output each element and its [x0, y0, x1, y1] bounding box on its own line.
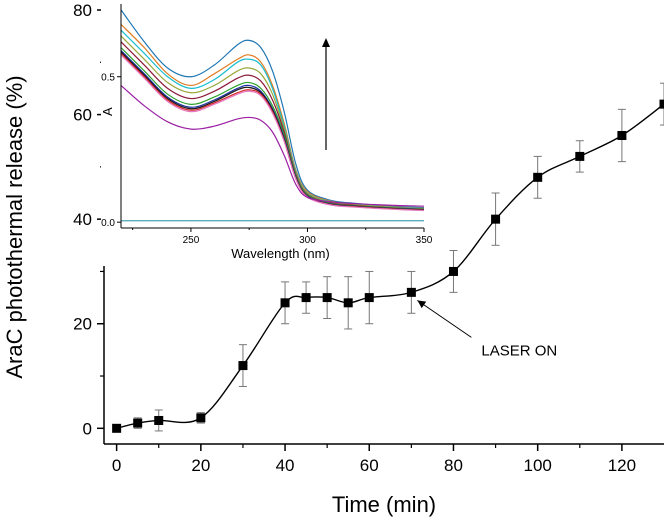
data-point	[133, 418, 143, 428]
annotation-arrow-head	[417, 300, 427, 309]
data-point	[196, 413, 206, 423]
data-point	[343, 298, 353, 308]
inset-y-axis-ticks: 0.0 0.5	[101, 73, 121, 229]
x-axis-title: Time (min)	[332, 492, 436, 517]
x-axis-ticks: 0 20 40 60 80 100 120	[112, 444, 636, 475]
x-tick-label: 80	[444, 456, 463, 475]
data-points	[112, 99, 664, 433]
inset-x-axis-title: Wavelength (nm)	[231, 246, 330, 261]
inset-x-tick-label: 250	[183, 235, 200, 246]
data-point	[575, 151, 585, 161]
inset-series-lines	[120, 9, 425, 222]
main-axes: 0 20 40 60 80 100 120 0 20 40 60 80	[73, 1, 664, 475]
data-point	[533, 172, 543, 182]
inset-background	[101, 2, 434, 266]
data-point	[659, 99, 664, 109]
inset-series-line	[120, 54, 425, 212]
data-point	[280, 298, 290, 308]
data-point	[617, 130, 627, 140]
inset-x-tick-label: 300	[299, 235, 316, 246]
data-point	[364, 293, 374, 303]
inset-spectra-chart: 250 300 350 0.0 0.5 Wavelength (nm) A	[100, 2, 434, 266]
annotation-label: LASER ON	[481, 342, 557, 359]
inset-series-line	[120, 85, 425, 207]
inset-x-axis-ticks: 250 300 350	[132, 228, 433, 246]
inset-y-axis-title: A	[100, 107, 115, 116]
x-tick-label: 60	[360, 456, 379, 475]
y-tick-label: 0	[83, 419, 92, 438]
y-axis-title: AraC photothermal release (%)	[2, 75, 27, 378]
y-axis-ticks: 0 20 40 60 80	[73, 1, 104, 438]
error-bars	[112, 82, 664, 432]
laser-on-annotation: LASER ON	[417, 299, 557, 359]
data-point	[322, 293, 332, 303]
inset-y-tick-label: 0.0	[101, 218, 115, 229]
data-point	[491, 214, 501, 224]
x-tick-label: 120	[608, 456, 636, 475]
data-point	[406, 287, 416, 297]
inset-y-tick-label: 0.5	[101, 73, 115, 84]
y-tick-label: 20	[73, 315, 92, 334]
y-tick-label: 60	[73, 106, 92, 125]
data-point	[448, 266, 458, 276]
x-tick-label: 20	[191, 456, 210, 475]
x-tick-label: 40	[276, 456, 295, 475]
data-point	[238, 361, 248, 371]
data-point	[112, 423, 122, 433]
annotation-arrow-line	[417, 299, 472, 338]
data-point	[301, 293, 311, 303]
y-tick-label: 80	[73, 1, 92, 20]
inset-increase-arrow-head	[322, 38, 330, 47]
y-tick-label: 40	[73, 210, 92, 229]
data-point	[154, 415, 164, 425]
inset-x-tick-label: 350	[416, 235, 433, 246]
x-tick-label: 100	[523, 456, 551, 475]
x-tick-label: 0	[112, 456, 121, 475]
